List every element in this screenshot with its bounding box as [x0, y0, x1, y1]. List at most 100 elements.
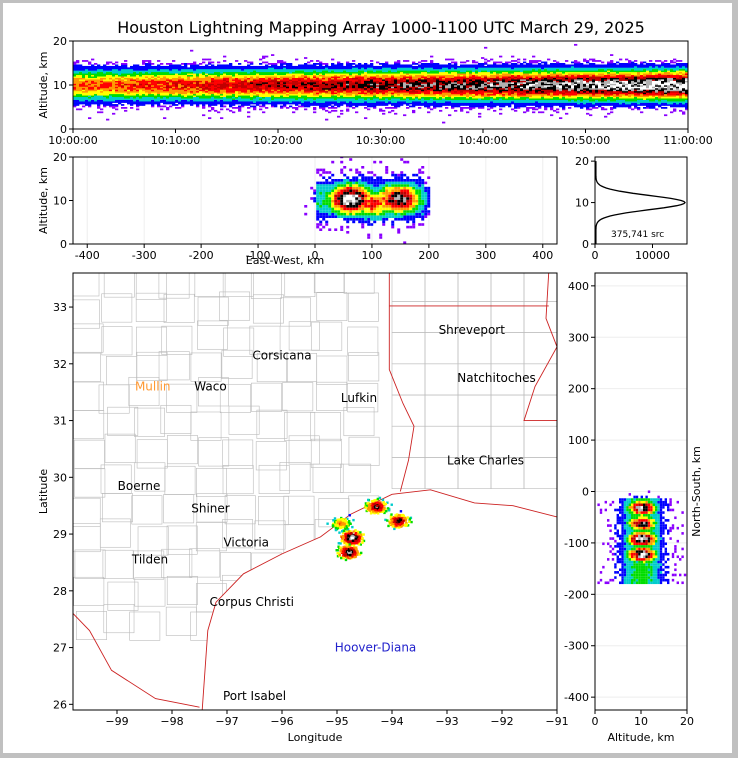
time-height-cell: [124, 92, 128, 95]
time-height-cell: [340, 104, 344, 106]
time-height-cell: [130, 87, 134, 90]
time-height-cell: [484, 76, 488, 78]
time-height-cell: [340, 74, 344, 77]
time-height-cell: [142, 89, 146, 92]
time-height-cell: [298, 82, 302, 84]
time-height-cell: [226, 108, 230, 111]
time-height-cell: [208, 95, 212, 98]
time-height-cell: [79, 71, 83, 74]
time-height-cell: [556, 80, 560, 83]
time-height-cell: [217, 90, 221, 93]
time-height-cell: [529, 96, 533, 99]
time-height-cell: [448, 73, 452, 76]
time-height-cell: [259, 79, 263, 81]
time-height-cell: [169, 85, 173, 87]
time-height-cell: [280, 86, 284, 89]
time-height-cell: [361, 80, 365, 83]
time-height-cell: [223, 64, 227, 67]
time-height-cell: [451, 58, 455, 61]
time-height-cell: [508, 85, 512, 87]
time-height-cell: [535, 73, 539, 76]
time-height-cell: [331, 92, 335, 95]
time-height-cell: [76, 80, 80, 83]
time-height-cell: [430, 87, 434, 90]
time-height-cell: [421, 79, 425, 81]
time-height-cell: [373, 65, 377, 68]
time-height-cell: [397, 93, 401, 96]
time-height-cell: [253, 65, 257, 68]
time-height-cell: [277, 77, 281, 80]
time-height-cell: [196, 98, 200, 100]
time-height-cell: [439, 71, 443, 74]
time-height-cell: [379, 73, 383, 76]
time-height-cell: [397, 64, 401, 67]
time-height-cell: [565, 68, 569, 71]
time-height-cell: [292, 93, 296, 96]
time-height-cell: [442, 85, 446, 87]
time-height-cell: [304, 108, 308, 111]
time-height-cell: [553, 74, 557, 77]
time-height-cell: [355, 76, 359, 78]
time-height-cell: [259, 95, 263, 98]
time-height-cell: [421, 104, 425, 106]
time-height-cell: [229, 95, 233, 98]
time-height-cell: [124, 99, 128, 102]
time-height-cell: [76, 90, 80, 93]
time-height-cell: [445, 93, 449, 96]
time-height-cell: [160, 65, 164, 68]
time-height-cell: [223, 101, 227, 103]
time-height-cell: [193, 96, 197, 99]
time-height-cell: [472, 96, 476, 99]
time-height-cell: [505, 90, 509, 93]
time-height-cell: [268, 102, 272, 105]
time-height-cell: [322, 86, 326, 89]
time-height-cell: [244, 73, 248, 76]
time-height-cell: [223, 79, 227, 81]
time-height-cell: [172, 67, 176, 70]
time-height-cell: [514, 101, 518, 103]
time-height-cell: [484, 77, 488, 80]
time-height-cell: [520, 83, 524, 86]
time-height-cell: [430, 67, 434, 70]
time-height-cell: [478, 105, 482, 108]
time-height-cell: [352, 93, 356, 96]
time-height-cell: [568, 86, 572, 89]
time-height-cell: [127, 70, 131, 73]
time-height-cell: [307, 61, 311, 64]
time-height-cell: [511, 99, 515, 102]
time-height-cell: [307, 65, 311, 68]
time-height-cell: [394, 73, 398, 76]
time-height-cell: [337, 105, 341, 108]
time-height-cell: [550, 79, 554, 81]
time-height-cell: [427, 85, 431, 87]
time-height-cell: [319, 77, 323, 80]
time-height-cell: [298, 102, 302, 105]
time-height-cell: [544, 107, 548, 109]
time-height-cell: [535, 77, 539, 80]
time-height-cell: [463, 95, 467, 98]
time-height-cell: [364, 83, 368, 86]
time-height-cell: [493, 102, 497, 105]
time-height-cell: [118, 80, 122, 83]
time-height-cell: [151, 85, 155, 87]
time-height-cell: [505, 87, 509, 90]
time-height-cell: [157, 102, 161, 105]
time-height-cell: [304, 80, 308, 83]
time-height-cell: [496, 77, 500, 80]
time-height-cell: [394, 70, 398, 73]
time-height-cell: [346, 98, 350, 100]
time-height-cell: [379, 65, 383, 68]
time-height-cell: [139, 99, 143, 102]
time-height-cell: [73, 64, 77, 67]
time-height-cell: [352, 102, 356, 105]
time-height-cell: [109, 82, 113, 84]
time-height-cell: [544, 85, 548, 87]
time-height-cell: [469, 108, 473, 111]
time-height-cell: [391, 79, 395, 81]
time-height-cell: [310, 102, 314, 105]
time-height-cell: [124, 67, 128, 70]
time-height-cell: [466, 104, 470, 106]
time-height-cell: [292, 87, 296, 90]
time-height-cell: [247, 70, 251, 73]
time-height-cell: [100, 87, 104, 90]
